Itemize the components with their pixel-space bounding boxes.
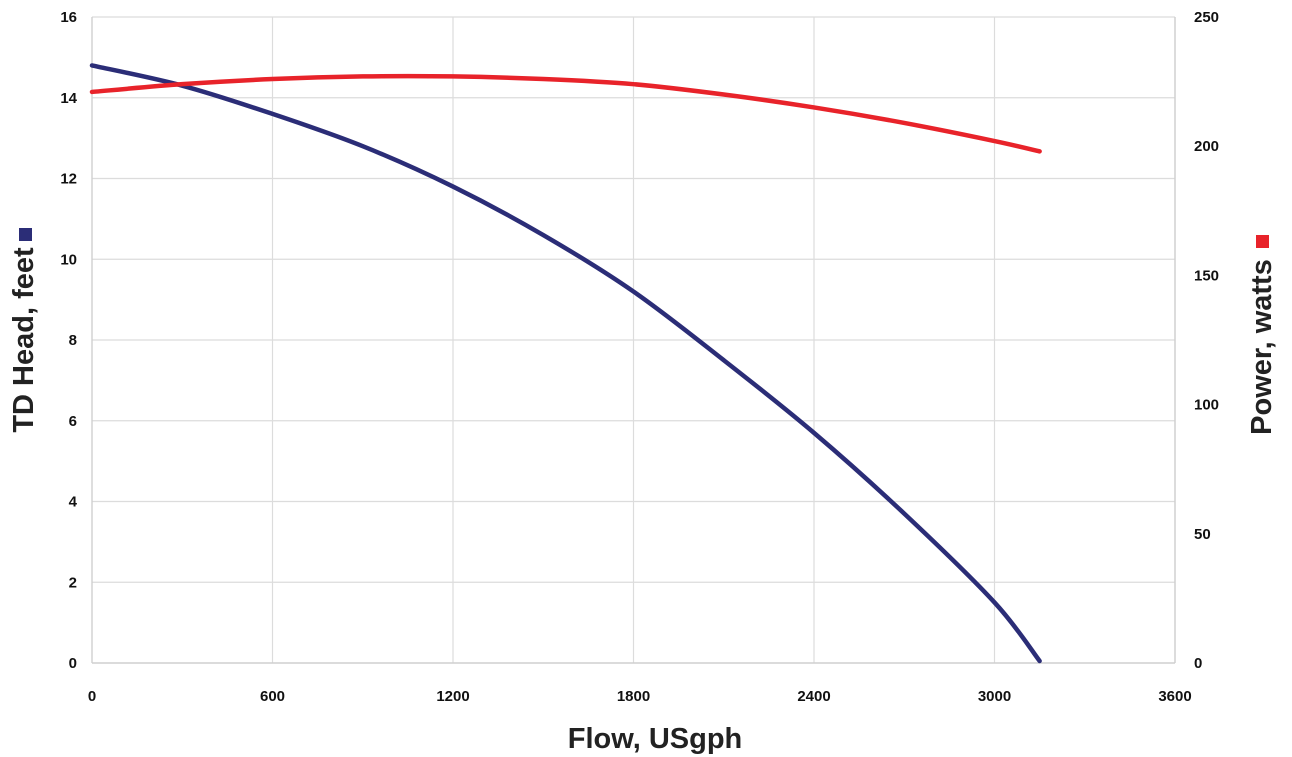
y-left-tick-label: 2 [69, 574, 77, 591]
power-curve [89, 73, 1042, 154]
x-tick-label: 600 [260, 688, 285, 705]
right-axis-title-group: Power, watts [1246, 259, 1278, 435]
left-axis-title-group: TD Head, feet [8, 247, 40, 433]
head-curve [89, 63, 1042, 664]
y-left-tick-label: 0 [69, 655, 77, 672]
y-left-tick-label: 12 [60, 171, 77, 188]
x-tick-label: 3000 [978, 688, 1011, 705]
x-tick-label: 0 [88, 688, 96, 705]
y-right-tick-label: 150 [1194, 267, 1219, 284]
y-right-tick-label: 200 [1194, 138, 1219, 155]
tick-labels: 0 600 1200 1800 2400 3000 36000246810121416050… [60, 9, 1219, 705]
x-tick-label: 1800 [617, 688, 650, 705]
grid-lines [92, 16, 1176, 663]
y-left-tick-label: 6 [69, 413, 77, 430]
y-left-tick-label: 8 [69, 332, 77, 349]
x-tick-label: 2400 [797, 688, 830, 705]
x-tick-label: 3600 [1158, 688, 1191, 705]
y-left-tick-label: 14 [60, 90, 77, 107]
x-tick-label: 1200 [436, 688, 469, 705]
x-axis-title: Flow, USgph [568, 723, 743, 755]
left-axis-title: TD Head, feet [8, 247, 40, 433]
right-axis-title: Power, watts [1246, 259, 1278, 435]
axes [91, 17, 1176, 664]
curves [89, 63, 1042, 664]
y-left-tick-label: 4 [69, 494, 78, 511]
y-left-tick-label: 10 [60, 251, 77, 268]
y-right-tick-label: 50 [1194, 526, 1211, 543]
left-series-marker [19, 228, 32, 241]
right-series-marker [1256, 235, 1269, 248]
y-left-tick-label: 16 [60, 9, 77, 26]
y-right-tick-label: 250 [1194, 9, 1219, 26]
y-right-tick-label: 100 [1194, 397, 1219, 414]
y-right-tick-label: 0 [1194, 655, 1202, 672]
